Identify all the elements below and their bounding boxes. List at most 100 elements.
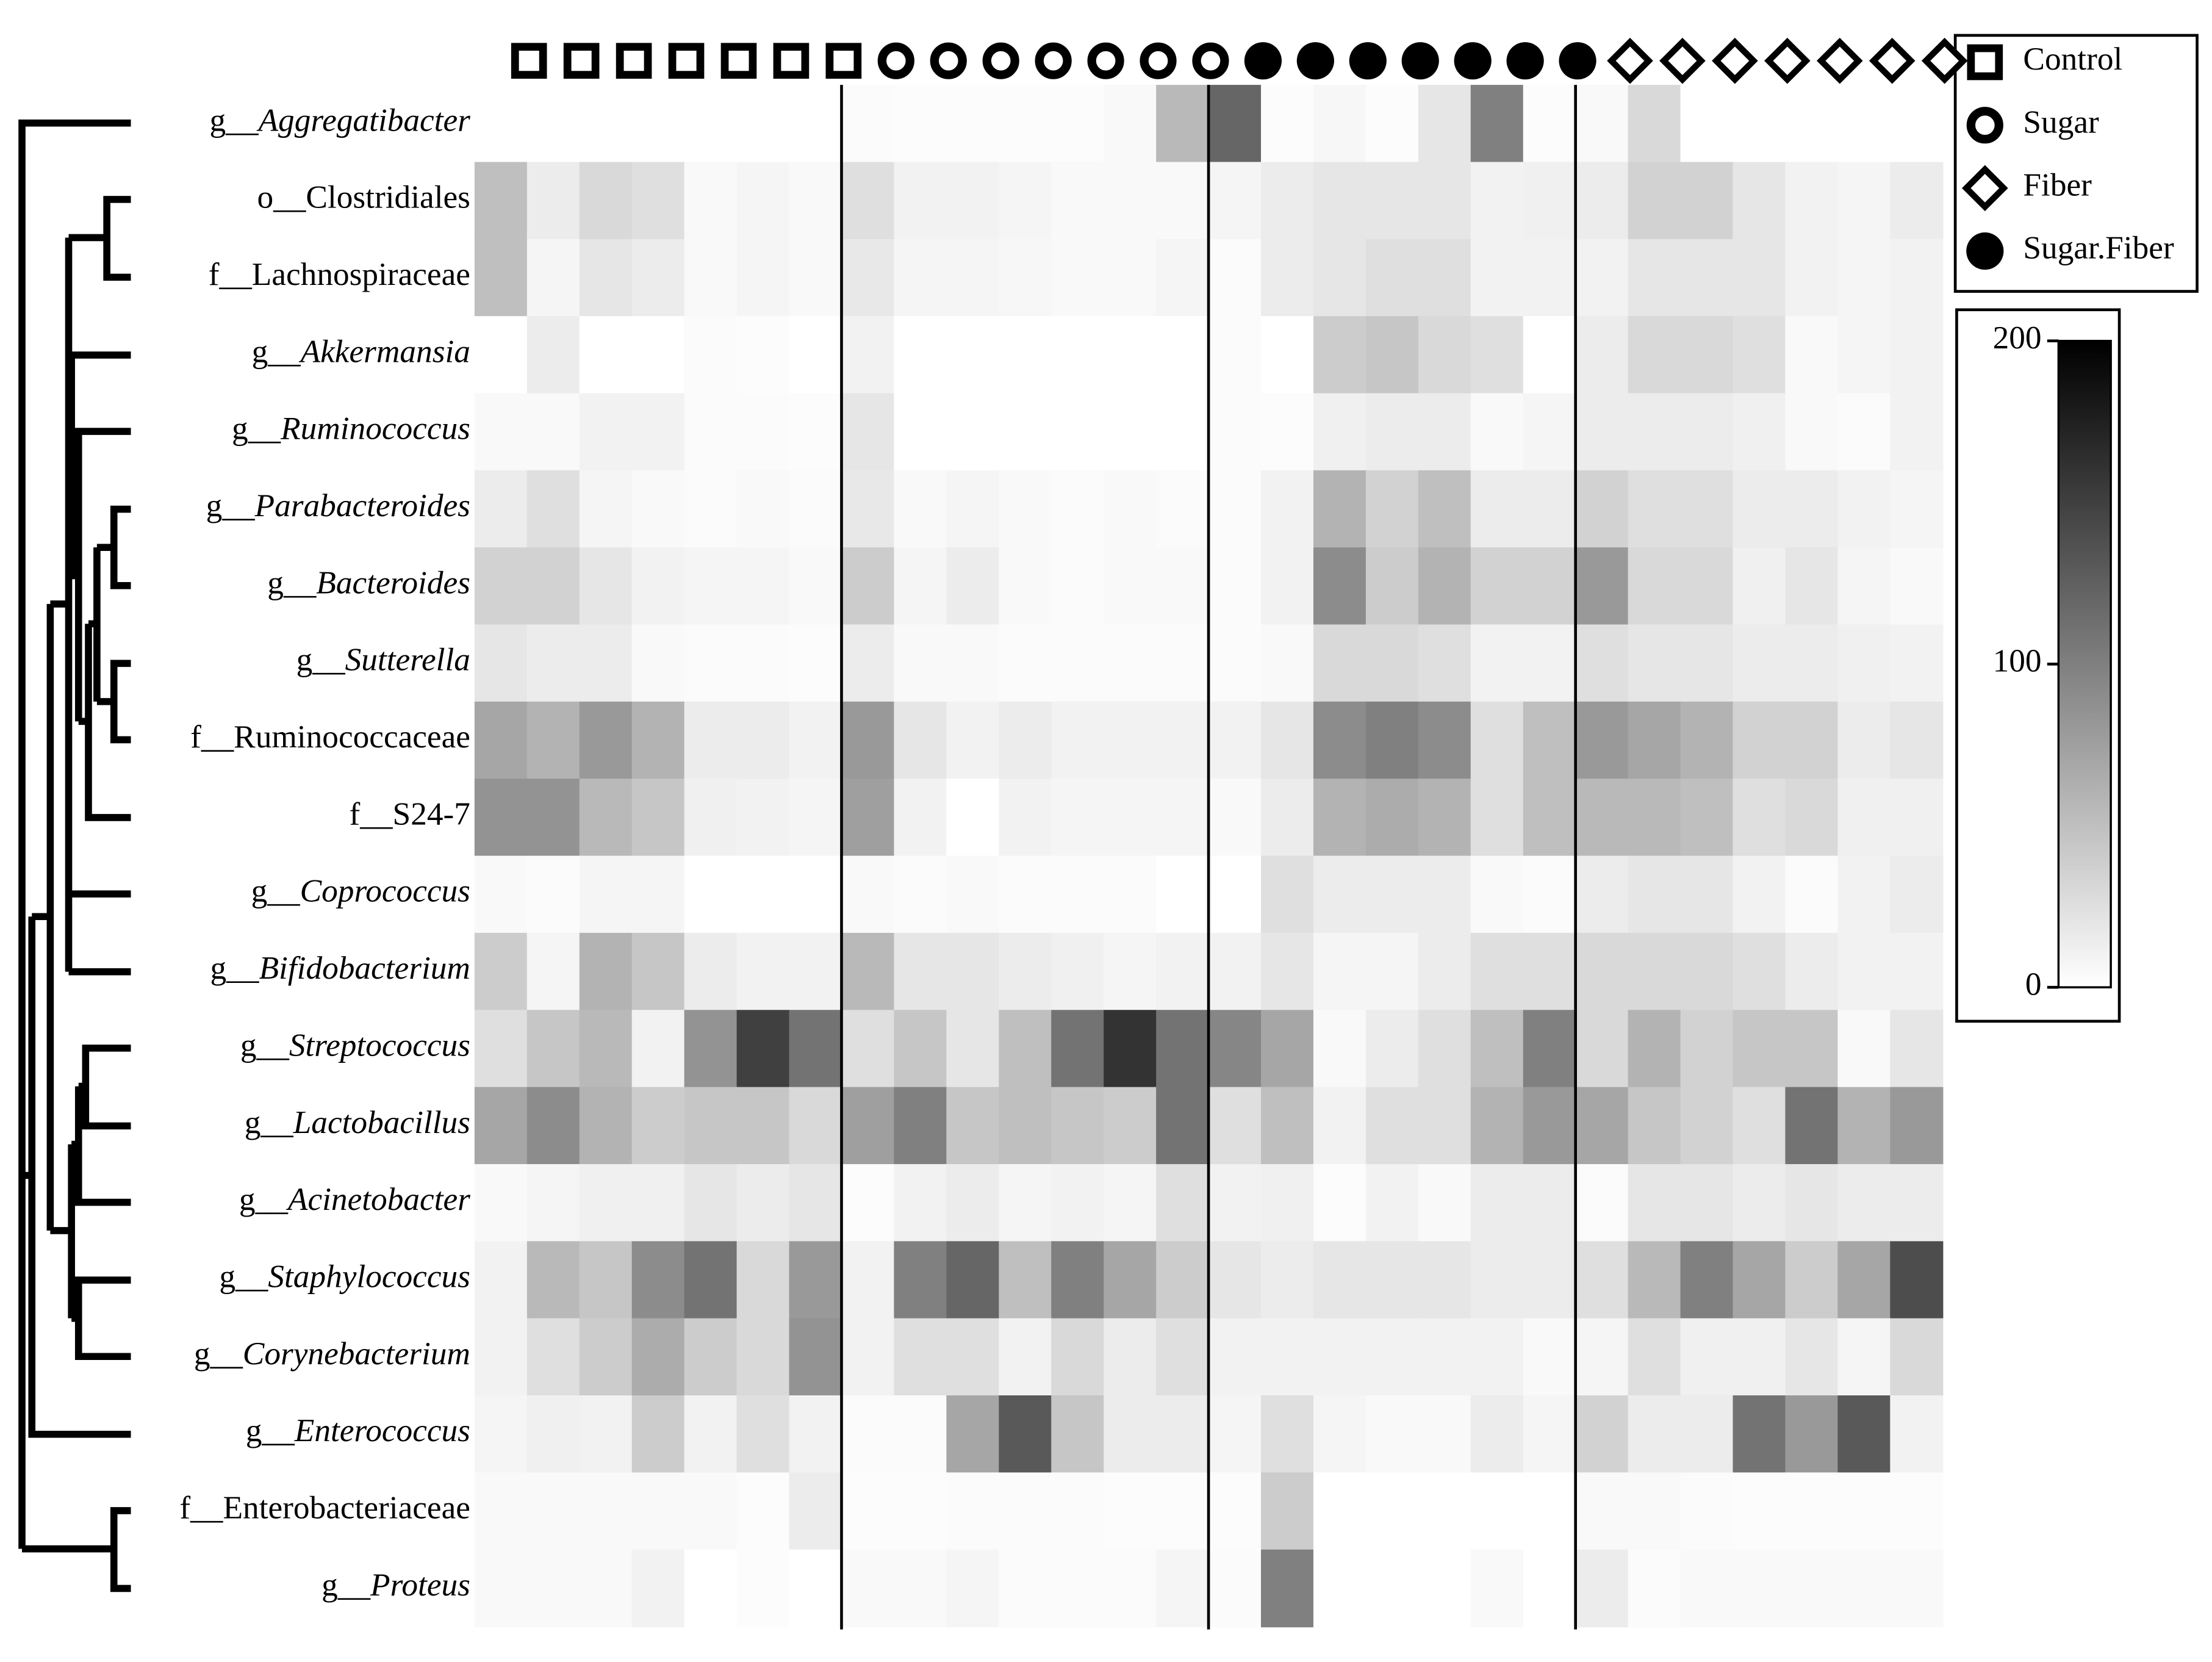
heatmap-cell <box>684 624 738 703</box>
heatmap-cell <box>1837 701 1891 780</box>
heatmap-cell <box>1628 547 1681 625</box>
heatmap-cell <box>1628 1472 1681 1550</box>
heatmap-cell <box>841 624 895 703</box>
heatmap-cell <box>474 779 528 857</box>
legend-label: Sugar.Fiber <box>2023 229 2174 266</box>
heatmap-cell <box>1785 855 1839 934</box>
heatmap-cell <box>1156 85 1210 163</box>
heatmap-cell <box>1313 239 1367 317</box>
heatmap-cell <box>1628 1087 1681 1165</box>
heatmap-cell <box>1470 932 1524 1011</box>
heatmap-cell <box>946 162 1000 240</box>
row-label: g__Streptococcus <box>240 1027 470 1063</box>
heatmap-cell <box>946 1549 1000 1628</box>
heatmap-cell <box>1051 547 1105 625</box>
heatmap-cell <box>1208 932 1262 1011</box>
row-label: g__Corynebacterium <box>194 1335 470 1372</box>
heatmap-cell <box>789 1472 842 1550</box>
heatmap-cell <box>1365 1164 1420 1242</box>
heatmap-cell <box>579 470 633 549</box>
heatmap-cell <box>1156 1318 1210 1397</box>
heatmap-cell <box>1733 85 1786 163</box>
marker-ring <box>982 42 1019 79</box>
dendrogram-branch <box>18 119 131 1592</box>
heatmap-cell <box>841 1087 895 1165</box>
heatmap-cell <box>1365 932 1420 1011</box>
row-name: Bifidobacterium <box>259 949 470 986</box>
heatmap-cell <box>1208 85 1262 163</box>
dendrogram-branch <box>22 603 131 1438</box>
heatmap-cell <box>894 1010 947 1088</box>
heatmap-cell <box>631 1472 685 1550</box>
heatmap-cell <box>631 85 685 163</box>
heatmap-cell <box>684 1318 738 1397</box>
heatmap-cell <box>1470 85 1524 163</box>
row-name: Coprococcus <box>300 872 470 909</box>
heatmap-cell <box>579 162 633 240</box>
heatmap-cell <box>1208 239 1262 317</box>
heatmap-cell <box>1051 470 1105 549</box>
heatmap-cell <box>1628 316 1681 394</box>
heatmap-cell <box>1470 1241 1524 1319</box>
heatmap-cell <box>1680 779 1734 857</box>
heatmap-cell <box>1680 470 1734 549</box>
colorbar-box <box>1955 308 2121 1023</box>
heatmap-cell <box>1051 393 1105 471</box>
heatmap-cell <box>1523 932 1576 1011</box>
row-prefix: g__ <box>321 1566 371 1603</box>
heatmap-cell <box>474 316 528 394</box>
heatmap-cell <box>1313 701 1367 780</box>
heatmap-cell <box>1628 1549 1681 1628</box>
heatmap-cell <box>1051 779 1105 857</box>
heatmap-cell <box>946 1087 1000 1165</box>
heatmap-cell <box>1313 779 1367 857</box>
heatmap-cell <box>1313 855 1367 934</box>
heatmap-cell <box>1156 1010 1210 1088</box>
heatmap-cell <box>1208 470 1262 549</box>
heatmap-cell <box>1313 1241 1367 1319</box>
heatmap-cell <box>1313 85 1367 163</box>
heatmap-cell <box>1470 1549 1524 1628</box>
heatmap-cell <box>1890 1010 1944 1088</box>
marker-square <box>1967 44 2003 81</box>
row-name: Akkermansia <box>299 333 470 370</box>
heatmap-cell <box>474 239 528 317</box>
heatmap-cell <box>1156 1087 1210 1165</box>
heatmap-cell <box>579 239 633 317</box>
heatmap-cell <box>736 1010 790 1088</box>
heatmap-cell <box>999 239 1052 317</box>
heatmap-cell <box>684 393 738 471</box>
heatmap-cell <box>684 316 738 394</box>
row-prefix: g__ <box>206 487 256 523</box>
heatmap-cell <box>526 1395 580 1473</box>
heatmap-cell <box>1208 547 1262 625</box>
row-prefix: o__ <box>257 179 306 215</box>
heatmap-cell <box>1470 1087 1524 1165</box>
heatmap-cell <box>1208 1164 1262 1242</box>
heatmap-cell <box>1628 1241 1681 1319</box>
row-label: o__Clostridiales <box>257 179 470 215</box>
heatmap-cell <box>1523 1549 1576 1628</box>
heatmap-cell <box>579 1164 633 1242</box>
heatmap-cell <box>684 1010 738 1088</box>
heatmap-cell <box>894 855 947 934</box>
heatmap-cell <box>1051 1010 1105 1088</box>
heatmap-cell <box>1051 1549 1105 1628</box>
heatmap-cell <box>894 85 947 163</box>
heatmap-cell <box>999 1395 1052 1473</box>
heatmap-cell <box>1156 393 1210 471</box>
heatmap-cell <box>1104 1164 1157 1242</box>
heatmap-cell <box>894 701 947 780</box>
heatmap-cell <box>1628 393 1681 471</box>
heatmap-cell <box>1104 932 1157 1011</box>
row-prefix: g__ <box>252 333 301 370</box>
heatmap-cell <box>841 932 895 1011</box>
heatmap-cell <box>1837 932 1891 1011</box>
heatmap-cell <box>789 932 842 1011</box>
heatmap-cell <box>474 470 528 549</box>
heatmap-cell <box>1470 701 1524 780</box>
heatmap-cell <box>1418 1087 1471 1165</box>
heatmap-cell <box>1261 1087 1315 1165</box>
heatmap-cell <box>736 85 790 163</box>
heatmap-cell <box>789 1164 842 1242</box>
